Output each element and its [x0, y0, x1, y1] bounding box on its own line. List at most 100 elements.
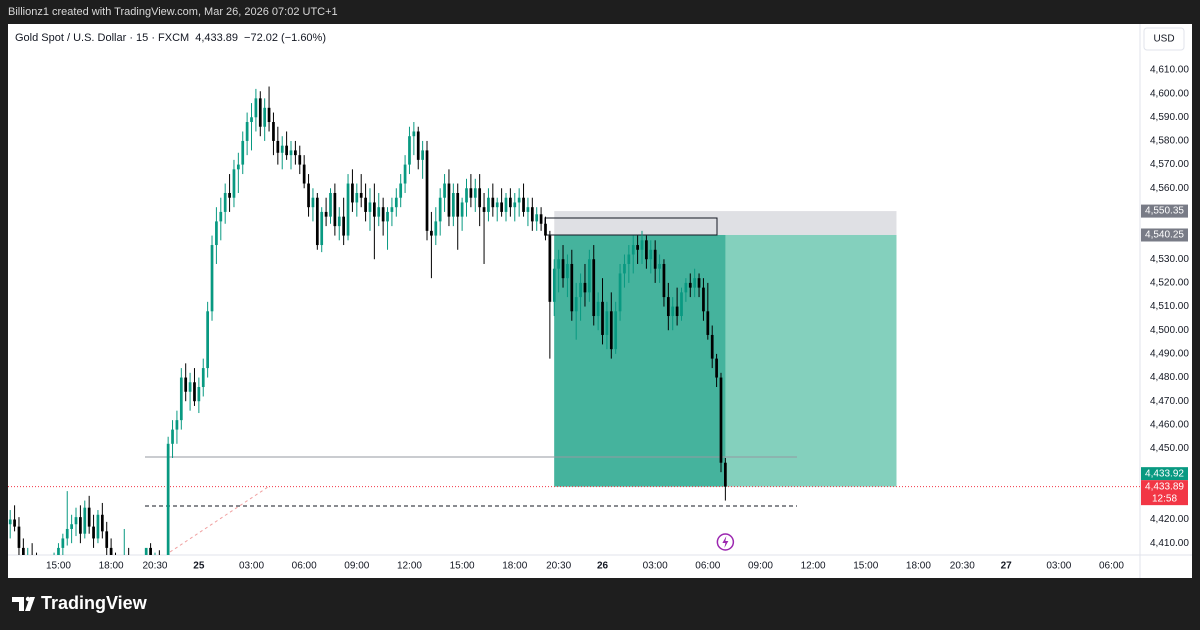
candle-body [460, 202, 464, 217]
entry-price-tag-bg [1141, 228, 1188, 242]
candle-body [653, 249, 657, 269]
candle-body [548, 235, 552, 302]
candle-body [570, 263, 574, 312]
candle-body [21, 547, 25, 555]
x-tick-label: 03:00 [239, 561, 264, 572]
candle-body [675, 306, 679, 317]
x-tick-label: 27 [1001, 561, 1013, 572]
candle-body [671, 306, 675, 317]
candle-body [109, 547, 113, 555]
candle-body [144, 547, 148, 555]
candle-body [258, 98, 262, 127]
candle-body [280, 145, 284, 153]
candle-body [179, 377, 183, 421]
x-tick-label: 12:00 [397, 561, 422, 572]
candle-body [491, 197, 495, 208]
candle-body [421, 150, 424, 160]
candle-body [96, 514, 100, 539]
candle-body [83, 507, 87, 534]
x-tick-label: 18:00 [502, 561, 527, 572]
y-tick-label: 4,610.00 [1150, 65, 1189, 76]
candle-body [561, 259, 565, 279]
candle-body [434, 221, 438, 236]
y-tick-label: 4,600.00 [1150, 88, 1189, 99]
candle-body [658, 263, 661, 269]
x-tick-label: 15:00 [46, 561, 71, 572]
candle-body [57, 547, 60, 555]
candle-body [697, 278, 701, 288]
y-tick-label: 4,510.00 [1150, 301, 1189, 312]
candle-body [618, 273, 622, 312]
candle-body [447, 183, 451, 217]
candle-body [215, 221, 218, 246]
candle-body [232, 169, 236, 198]
candle-body [631, 245, 635, 255]
candle-body [623, 263, 626, 274]
x-tick-label: 09:00 [344, 561, 369, 572]
candle-body [236, 164, 240, 170]
y-tick-label: 4,500.00 [1150, 325, 1189, 336]
trend-line [169, 486, 269, 553]
candle-body [193, 382, 196, 402]
y-tick-label: 4,490.00 [1150, 349, 1189, 360]
x-tick-label: 03:00 [643, 561, 668, 572]
candle-body [473, 188, 477, 198]
watermark: Billionz1 created with TradingView.com, … [8, 6, 338, 18]
countdown-tag-bg [1141, 492, 1188, 506]
footer [0, 578, 1200, 630]
candle-body [566, 263, 569, 279]
y-tick-label: 4,410.00 [1150, 538, 1189, 549]
candle-body [640, 240, 644, 250]
candle-body [223, 192, 227, 212]
candle-body [355, 192, 359, 203]
currency-label[interactable]: USD [1153, 34, 1174, 45]
brand-name: TradingView [41, 593, 148, 613]
candle-body [688, 282, 692, 288]
candle-body [649, 249, 653, 260]
currency-button[interactable] [1143, 27, 1185, 51]
header-last-price: 4,433.89 [195, 32, 238, 44]
candle-body [61, 538, 65, 548]
candle-body [526, 207, 530, 212]
candle-body [636, 245, 639, 250]
candle-body [149, 547, 152, 555]
target-price-tag-bg [1141, 467, 1188, 481]
candle-body [706, 311, 710, 335]
candle-body [386, 211, 389, 222]
candle-body [100, 514, 104, 532]
entry-price-tag: 4,540.25 [1145, 230, 1184, 241]
candle-body [8, 519, 12, 525]
x-tick-label: 20:30 [950, 561, 975, 572]
candle-body [368, 202, 372, 212]
x-tick-label: 06:00 [292, 561, 317, 572]
candle-body [627, 254, 631, 264]
y-tick-label: 4,580.00 [1150, 136, 1189, 147]
y-tick-label: 4,450.00 [1150, 443, 1189, 454]
candle-body [373, 202, 376, 217]
candle-body [184, 377, 188, 392]
candle-body [596, 301, 600, 317]
y-tick-label: 4,530.00 [1150, 254, 1189, 265]
candle-body [105, 531, 109, 548]
candle-body [592, 259, 596, 317]
candle-body [276, 140, 280, 153]
candle-body [513, 202, 517, 208]
candle-body [329, 192, 332, 217]
candle-body [333, 192, 337, 227]
candle-body [294, 150, 297, 156]
candle-body [289, 150, 293, 156]
candle-body [583, 282, 587, 293]
candle-body [614, 311, 618, 350]
candle-body [197, 387, 201, 402]
y-tick-label: 4,590.00 [1150, 112, 1189, 123]
header-change: −72.02 (−1.60%) [244, 32, 326, 44]
candle-body [482, 207, 486, 212]
x-tick-label: 15:00 [853, 561, 878, 572]
event-icon-bolt [722, 536, 729, 548]
candle-body [416, 131, 420, 160]
x-tick-label: 06:00 [695, 561, 720, 572]
candle-body [17, 526, 21, 548]
brand-logo-dot [25, 596, 31, 602]
candle-body [605, 311, 609, 335]
last-price-tag-bg [1141, 480, 1188, 494]
